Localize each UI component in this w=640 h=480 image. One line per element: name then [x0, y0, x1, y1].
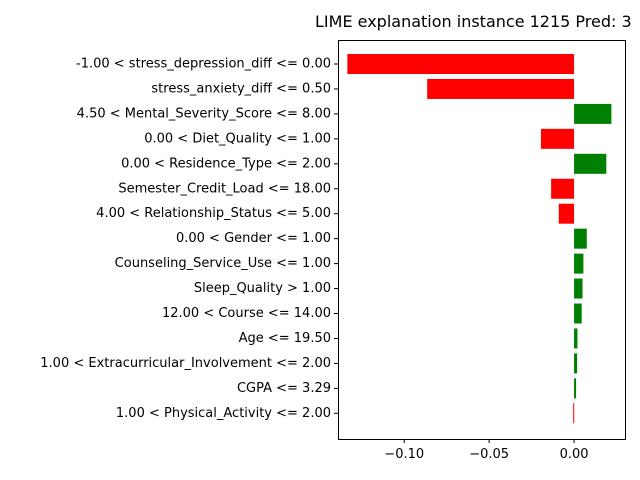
y-tick-label: 4.00 < Relationship_Status <= 5.00 [96, 206, 331, 221]
chart-title: LIME explanation instance 1215 Pred: 3 [315, 12, 632, 31]
x-tick-label: −0.10 [384, 447, 424, 462]
plot-frame [338, 40, 626, 440]
y-tick-label: -1.00 < stress_depression_diff <= 0.00 [76, 57, 331, 72]
y-tick-labels: -1.00 < stress_depression_diff <= 0.00 st… [40, 57, 338, 421]
y-tick-label: 0.00 < Residence_Type <= 2.00 [121, 156, 331, 171]
y-tick-label: Age <= 19.50 [239, 331, 331, 346]
bar [558, 203, 575, 224]
bar [573, 403, 575, 424]
x-tick-label: 0.00 [560, 447, 589, 462]
bar [551, 178, 575, 199]
bar [574, 228, 587, 249]
x-tick-label: −0.05 [469, 447, 509, 462]
y-tick-label: Sleep_Quality > 1.00 [194, 281, 331, 296]
bar [347, 54, 575, 74]
bar [574, 278, 583, 299]
y-tick-label: 1.00 < Physical_Activity <= 2.00 [116, 406, 331, 421]
y-tick-label: CGPA <= 3.29 [237, 381, 331, 396]
y-tick-label: 0.00 < Diet_Quality <= 1.00 [144, 131, 331, 146]
bar [574, 328, 578, 349]
bar [574, 303, 582, 324]
bar [574, 378, 577, 399]
bar [574, 353, 578, 374]
y-tick-label: stress_anxiety_diff <= 0.50 [151, 81, 331, 96]
bar [574, 253, 584, 274]
y-tick-label: 4.50 < Mental_Severity_Score <= 8.00 [77, 106, 331, 121]
bars-group [347, 54, 612, 424]
bar [427, 78, 575, 99]
x-ticks: −0.10 −0.05 0.00 [384, 439, 589, 462]
y-tick-label: Counseling_Service_Use <= 1.00 [115, 256, 331, 271]
y-tick-label: Semester_Credit_Load <= 18.00 [118, 181, 331, 196]
bar [540, 128, 575, 149]
y-tick-label: 1.00 < Extracurricular_Involvement <= 2.… [40, 356, 331, 371]
bar [574, 153, 607, 174]
y-tick-label: 0.00 < Gender <= 1.00 [176, 231, 331, 246]
y-tick-label: 12.00 < Course <= 14.00 [162, 306, 331, 321]
bar [574, 103, 612, 124]
